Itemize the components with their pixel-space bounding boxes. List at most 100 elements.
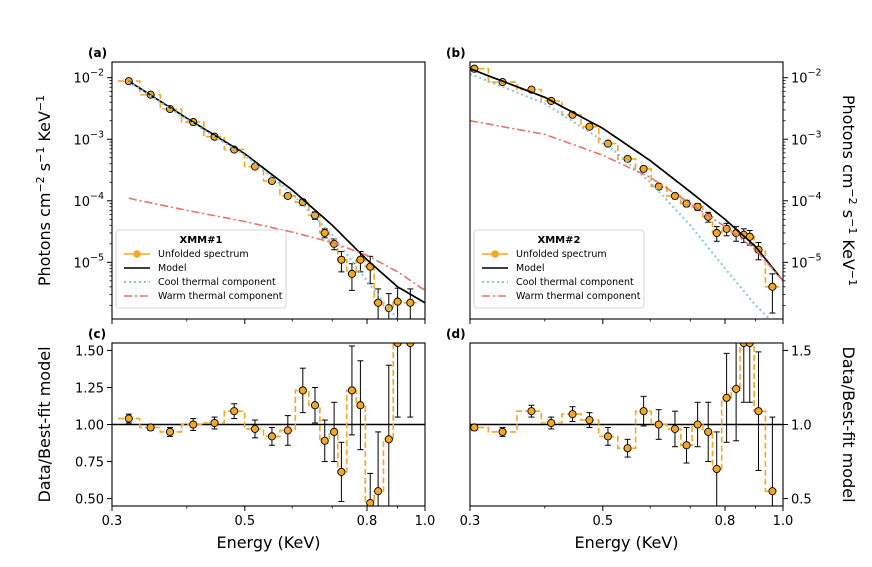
data-point (393, 297, 402, 306)
data-point (283, 191, 292, 200)
y-tick-label: 10−2 (73, 68, 104, 87)
data-point (384, 435, 393, 444)
legend: XMM#2 Unfolded spectrum Model Cool thermal … (473, 229, 645, 309)
data-point (623, 154, 632, 163)
legend-entry: Cool thermal component (516, 277, 634, 288)
y-tick-label: 0.75 (75, 456, 104, 471)
data-point (124, 414, 133, 423)
data-point (639, 407, 648, 416)
data-point (267, 176, 276, 186)
x-tick-label: 1.0 (415, 514, 436, 529)
data-point (768, 282, 777, 291)
data-point (603, 139, 612, 148)
y-tick-label: 10−4 (791, 191, 822, 210)
y-tick-label: 10−3 (791, 129, 822, 148)
series-warm-thermal-component (128, 197, 425, 292)
y-axis-label-text: Photons cm (839, 95, 858, 189)
plot-area (470, 64, 783, 319)
legend: XMM#1 Unfolded spectrum Model Cool thermal … (115, 229, 287, 309)
data-point (267, 432, 276, 441)
data-point (250, 424, 260, 433)
data-point (347, 269, 356, 278)
x-tick-label: 0.5 (592, 514, 613, 529)
y-tick-exponent: −2 (90, 68, 104, 79)
y-tick-exponent: −5 (90, 252, 104, 263)
data-point (406, 298, 415, 307)
data-point (623, 444, 632, 453)
panel-b: 10−510−410−310−2(b)Photons cm−2 s−1 KeV−… (446, 46, 859, 324)
legend-marker (491, 250, 499, 258)
data-point (320, 436, 329, 445)
y-tick-exponent: −4 (90, 191, 104, 202)
y-tick-mantissa: 10 (791, 256, 808, 271)
step-line-ratio (470, 343, 780, 492)
y-tick-exponent: −3 (90, 129, 104, 140)
y-axis-label-text: s (839, 205, 858, 218)
panel-a: 10−510−410−310−2(a)Photons cm−2 s−1 KeV−… (34, 46, 426, 324)
y-axis-label: Data/Best-fit model (35, 346, 54, 502)
y-tick-mantissa: 10 (791, 195, 808, 210)
series-cool-thermal-component (470, 73, 771, 319)
data-point (146, 423, 155, 432)
y-axis-label-exponent: −2 (846, 188, 859, 204)
y-tick-mantissa: 10 (73, 195, 90, 210)
y-axis-label-exponent: −1 (846, 270, 859, 286)
legend-entry: Warm thermal component (158, 291, 283, 302)
data-point (330, 427, 339, 436)
y-tick-mantissa: 10 (73, 256, 90, 271)
plot-area (470, 343, 783, 506)
y-tick-mantissa: 10 (791, 133, 808, 148)
y-axis-label-text: s (35, 163, 54, 176)
y-axis-label-exponent: −2 (34, 176, 47, 192)
legend-marker (133, 250, 141, 258)
y-tick-label: 10−5 (73, 252, 104, 271)
data-point (722, 393, 731, 402)
data-point (585, 416, 594, 425)
y-tick-label: 0.5 (791, 493, 812, 508)
legend-title: XMM#2 (538, 235, 581, 246)
legend-entry: Unfolded spectrum (158, 249, 249, 260)
data-point (682, 441, 691, 450)
data-point (210, 418, 219, 428)
data-point (298, 386, 307, 395)
axes-frame (469, 61, 784, 320)
y-axis-label: Data/Best-fit model (839, 346, 858, 502)
data-point (337, 255, 346, 264)
data-point (384, 304, 393, 313)
legend-entry: Unfolded spectrum (516, 249, 607, 260)
data-point (320, 228, 329, 238)
data-point (704, 427, 713, 436)
data-point (356, 401, 365, 410)
legend-entry: Cool thermal component (158, 277, 276, 288)
data-point (670, 424, 680, 433)
x-axis-label: Energy (KeV) (574, 533, 678, 552)
y-tick-label: 10−2 (791, 68, 822, 87)
y-axis-label: Photons cm−2 s−1 KeV−1 (839, 95, 859, 286)
y-axis-label-text: KeV (839, 234, 858, 270)
data-point (654, 420, 663, 429)
data-point (393, 343, 402, 348)
y-tick-mantissa: 10 (73, 133, 90, 148)
legend-entry: Model (516, 263, 545, 274)
y-tick-label: 1.00 (75, 419, 104, 434)
y-tick-label: 0.50 (75, 493, 104, 508)
data-point (693, 420, 702, 429)
y-tick-mantissa: 10 (791, 72, 808, 87)
y-axis-label: Photons cm−2 s−1 KeV−1 (34, 95, 54, 286)
plot-area (112, 343, 425, 506)
x-tick-label: 1.0 (773, 514, 794, 529)
data-point (585, 122, 594, 131)
data-point (712, 464, 721, 474)
series-model (128, 80, 425, 304)
data-point (356, 255, 365, 264)
data-point (768, 487, 777, 496)
data-point (165, 427, 175, 436)
step-line-ratio (117, 343, 417, 504)
y-tick-label: 1.25 (75, 381, 104, 396)
y-tick-label: 1.50 (75, 344, 104, 359)
series-cool-thermal-component (128, 80, 399, 319)
y-axis-label-text: KeV (35, 111, 54, 147)
data-point (754, 407, 763, 416)
x-tick-label: 0.8 (715, 514, 736, 529)
